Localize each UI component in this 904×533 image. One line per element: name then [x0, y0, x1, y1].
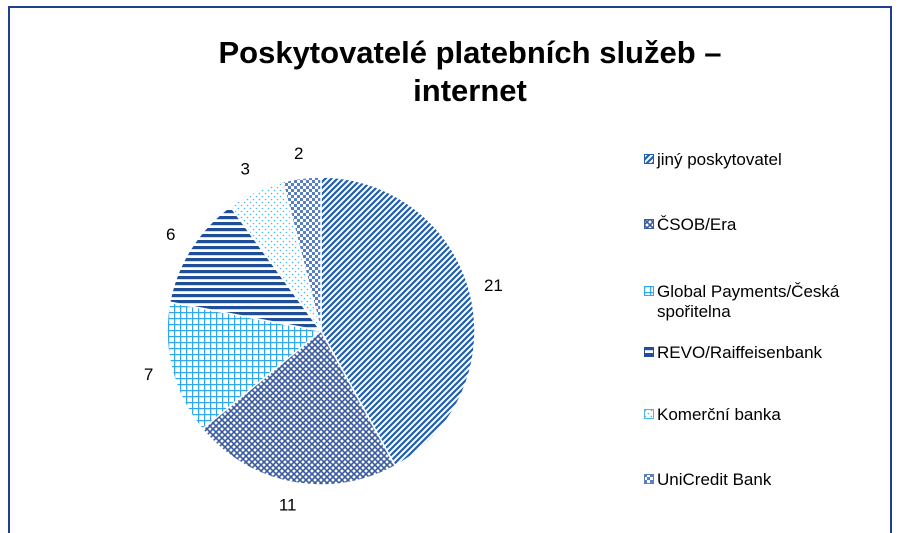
- legend-item: REVO/Raiffeisenbank: [644, 343, 844, 363]
- legend-item: Komerční banka: [644, 405, 844, 425]
- legend-swatch: [644, 154, 654, 164]
- legend-item: Global Payments/Česká spořitelna: [644, 282, 844, 322]
- pie-slice: [166, 301, 323, 431]
- legend-swatch: [644, 347, 654, 357]
- legend-item: ČSOB/Era: [644, 215, 844, 235]
- legend-swatch: [644, 219, 654, 229]
- chart-frame: [8, 6, 892, 533]
- chart-title: Poskytovatelé platebních služeb – intern…: [218, 35, 722, 108]
- legend-swatch: [644, 409, 654, 419]
- legend-label: jiný poskytovatel: [657, 150, 782, 169]
- data-label: 21: [484, 276, 503, 295]
- data-label: 7: [144, 365, 153, 384]
- legend-label: ČSOB/Era: [657, 215, 737, 234]
- legend-item: UniCredit Bank: [644, 470, 844, 490]
- legend-label: REVO/Raiffeisenbank: [657, 343, 823, 362]
- legend-label: UniCredit Bank: [657, 470, 772, 489]
- pie-slice: [281, 176, 322, 332]
- data-label: 2: [294, 144, 303, 163]
- legend-label: Global Payments/Česká spořitelna: [657, 282, 840, 321]
- data-label: 11: [279, 495, 297, 514]
- legend-item: jiný poskytovatel: [644, 150, 844, 170]
- pie-slice: [320, 176, 476, 467]
- legend-swatch: [644, 286, 654, 296]
- data-label: 6: [166, 225, 175, 244]
- pie-slice: [201, 329, 397, 486]
- data-label: 3: [240, 159, 249, 178]
- legend-label: Komerční banka: [657, 405, 781, 424]
- pie-slice: [168, 205, 323, 333]
- legend-swatch: [644, 474, 654, 484]
